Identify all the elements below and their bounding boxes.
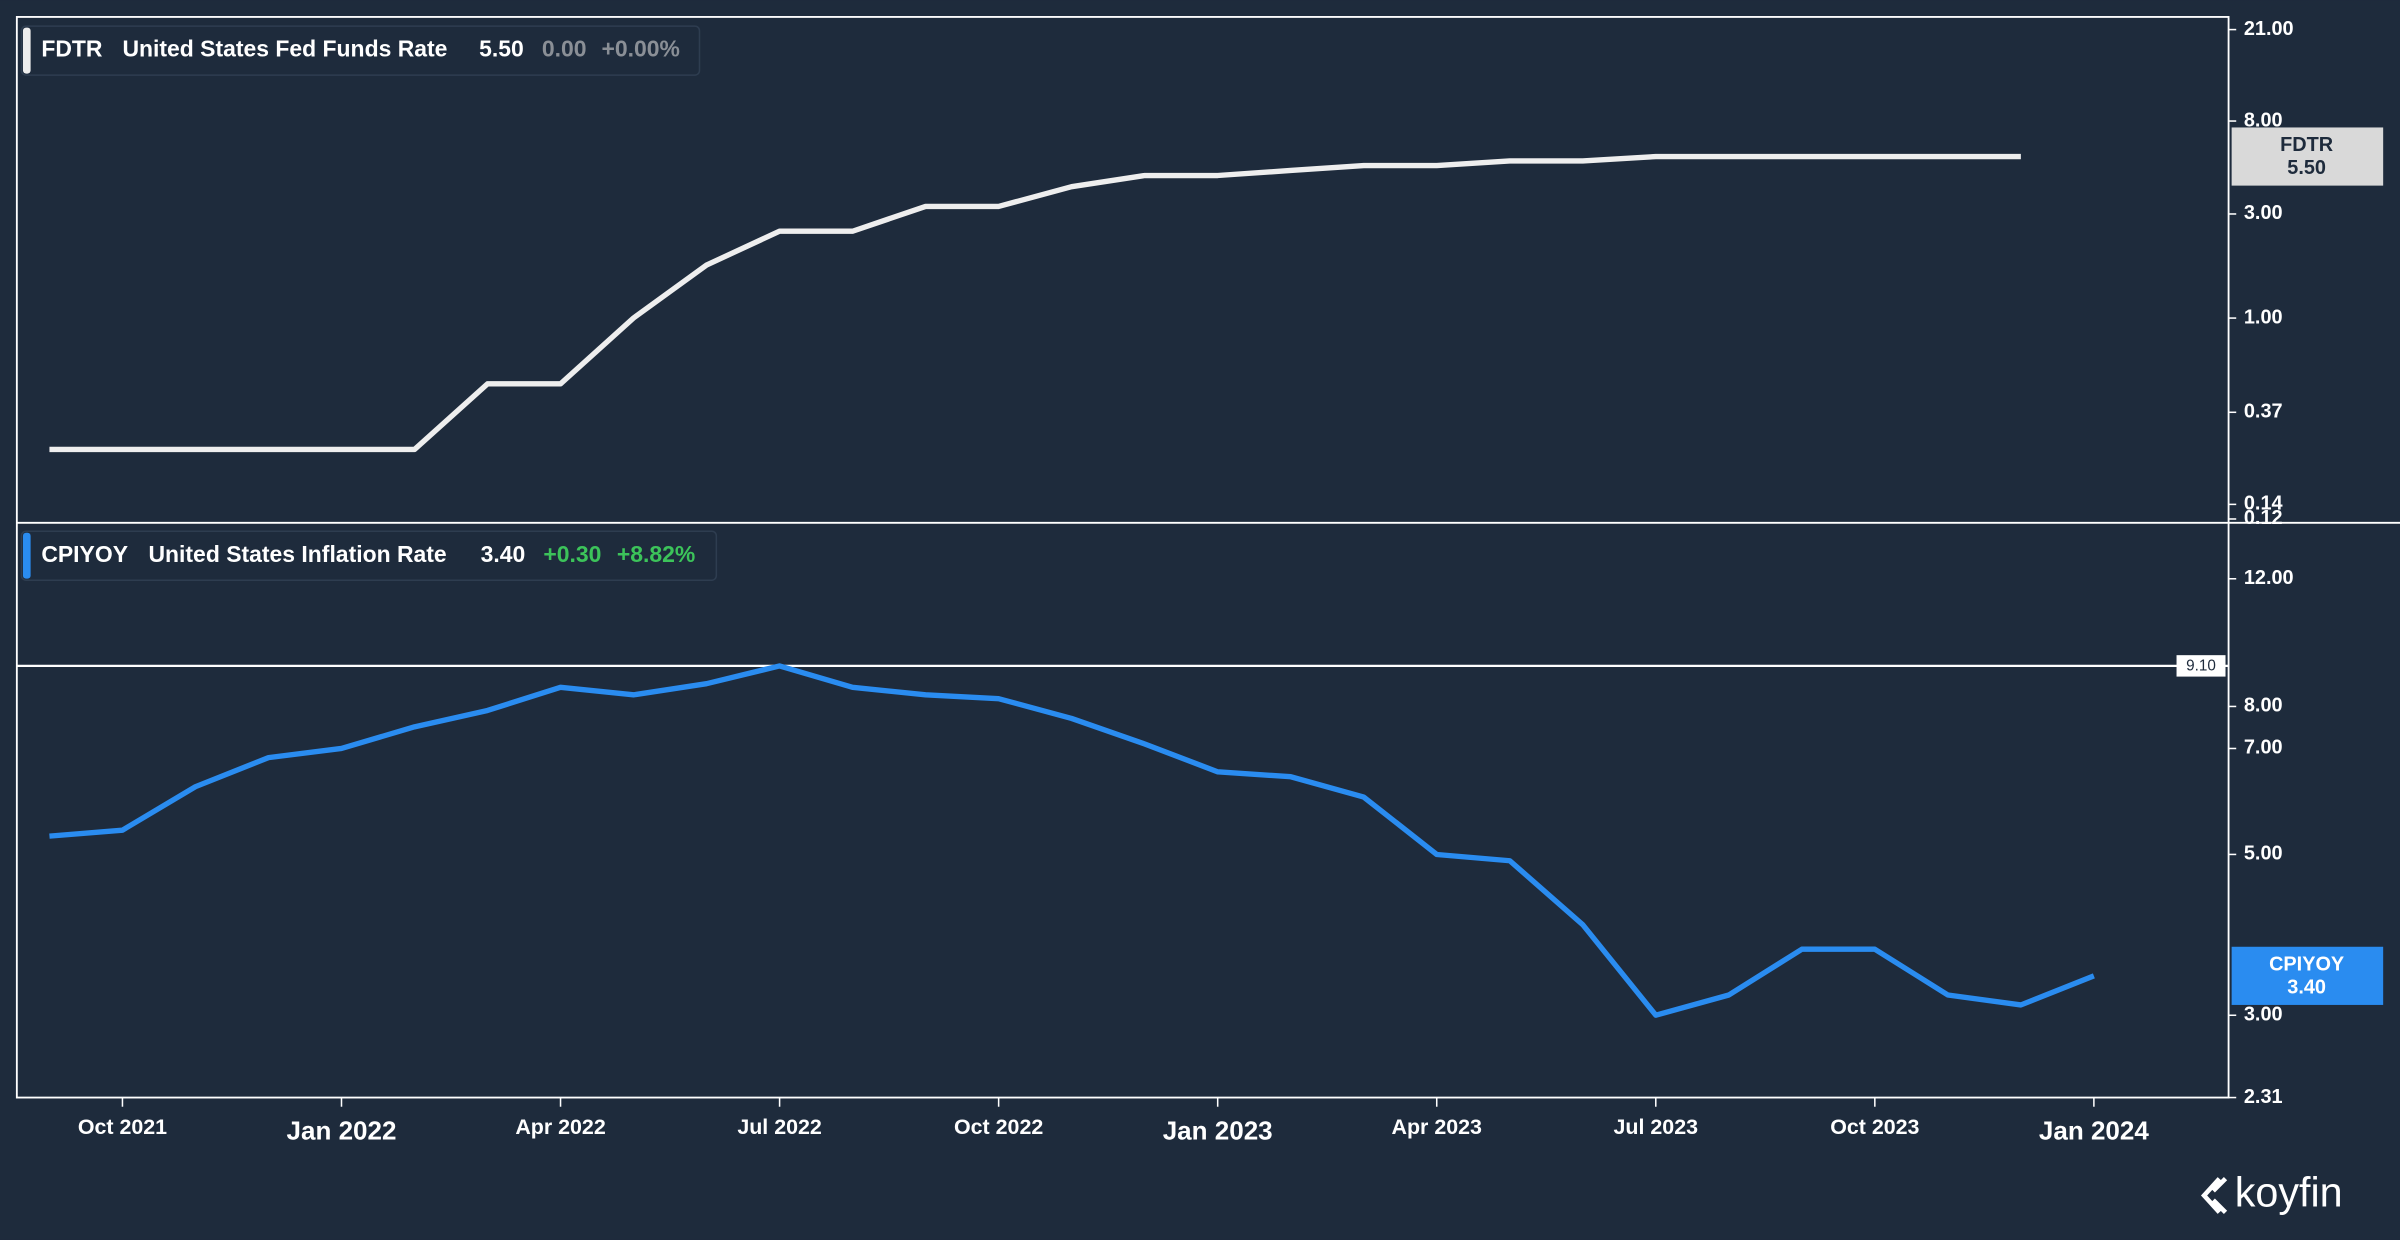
series-line (49, 663, 2095, 1018)
x-tick-label: Oct 2021 (78, 1115, 167, 1139)
x-tick-label: Jul 2023 (1614, 1115, 1699, 1139)
reference-label: 9.10 (2186, 658, 2216, 675)
reference-label-box (2176, 655, 2226, 677)
legend-box (20, 25, 701, 76)
y-tick-label: 0.12 (2244, 507, 2283, 529)
legend-change: 0.00 (542, 36, 587, 62)
legend: FDTR United States Fed Funds Rate 5.50 0.00… (20, 25, 701, 76)
legend-title: United States Fed Funds Rate (122, 36, 447, 62)
legend-change: +0.30 (543, 541, 601, 567)
legend-last: 5.50 (479, 36, 524, 62)
y-tick-label: 0.37 (2244, 401, 2283, 423)
x-tick-label: Apr 2023 (1392, 1115, 1483, 1139)
badge-value: 5.50 (2287, 157, 2326, 179)
x-tick-label: Oct 2023 (1830, 1115, 1919, 1139)
y-tick-label: 5.00 (2244, 843, 2283, 865)
y-tick-label: 2.31 (2244, 1086, 2283, 1108)
legend-last: 3.40 (481, 541, 526, 567)
plot-frame (15, 16, 2230, 1099)
last-value-badge (2231, 127, 2384, 186)
brand-logo: koyfin (2200, 1169, 2343, 1215)
legend-change-pct: +0.00% (602, 36, 680, 62)
y-tick-label: 1.00 (2244, 306, 2283, 328)
y-tick-label: 0.14 (2244, 493, 2283, 515)
y-tick-label: 8.00 (2244, 695, 2283, 717)
y-tick-label: 3.00 (2244, 202, 2283, 224)
series-line (49, 153, 2021, 453)
badge-value: 3.40 (2287, 976, 2326, 998)
legend: CPIYOY United States Inflation Rate 3.40 +0… (20, 530, 718, 581)
badge-name: FDTR (2280, 134, 2333, 156)
legend-title: United States Inflation Rate (148, 541, 446, 567)
y-tick-label: 21.00 (2244, 18, 2294, 40)
legend-ticker: CPIYOY (41, 541, 128, 567)
y-tick-label: 7.00 (2244, 737, 2283, 759)
x-tick-label: Apr 2022 (515, 1115, 606, 1139)
legend-swatch (22, 27, 31, 74)
legend-change-pct: +8.82% (617, 541, 695, 567)
x-tick-label: Jan 2024 (2039, 1116, 2149, 1146)
x-tick-label: Jul 2022 (737, 1115, 822, 1139)
last-value-badge (2231, 946, 2384, 1005)
y-tick-label: 3.00 (2244, 1004, 2283, 1026)
brand-icon (2200, 1177, 2228, 1214)
x-tick-label: Jan 2022 (287, 1116, 397, 1146)
legend-ticker: FDTR (41, 36, 103, 62)
legend-swatch (22, 532, 31, 579)
x-tick-label: Jan 2023 (1163, 1116, 1273, 1146)
y-tick-label: 12.00 (2244, 567, 2294, 589)
badge-name: CPIYOY (2269, 953, 2344, 975)
legend-box (20, 530, 718, 581)
y-tick-label: 8.00 (2244, 109, 2283, 131)
x-tick-label: Oct 2022 (954, 1115, 1043, 1139)
brand-name: koyfin (2235, 1169, 2343, 1215)
